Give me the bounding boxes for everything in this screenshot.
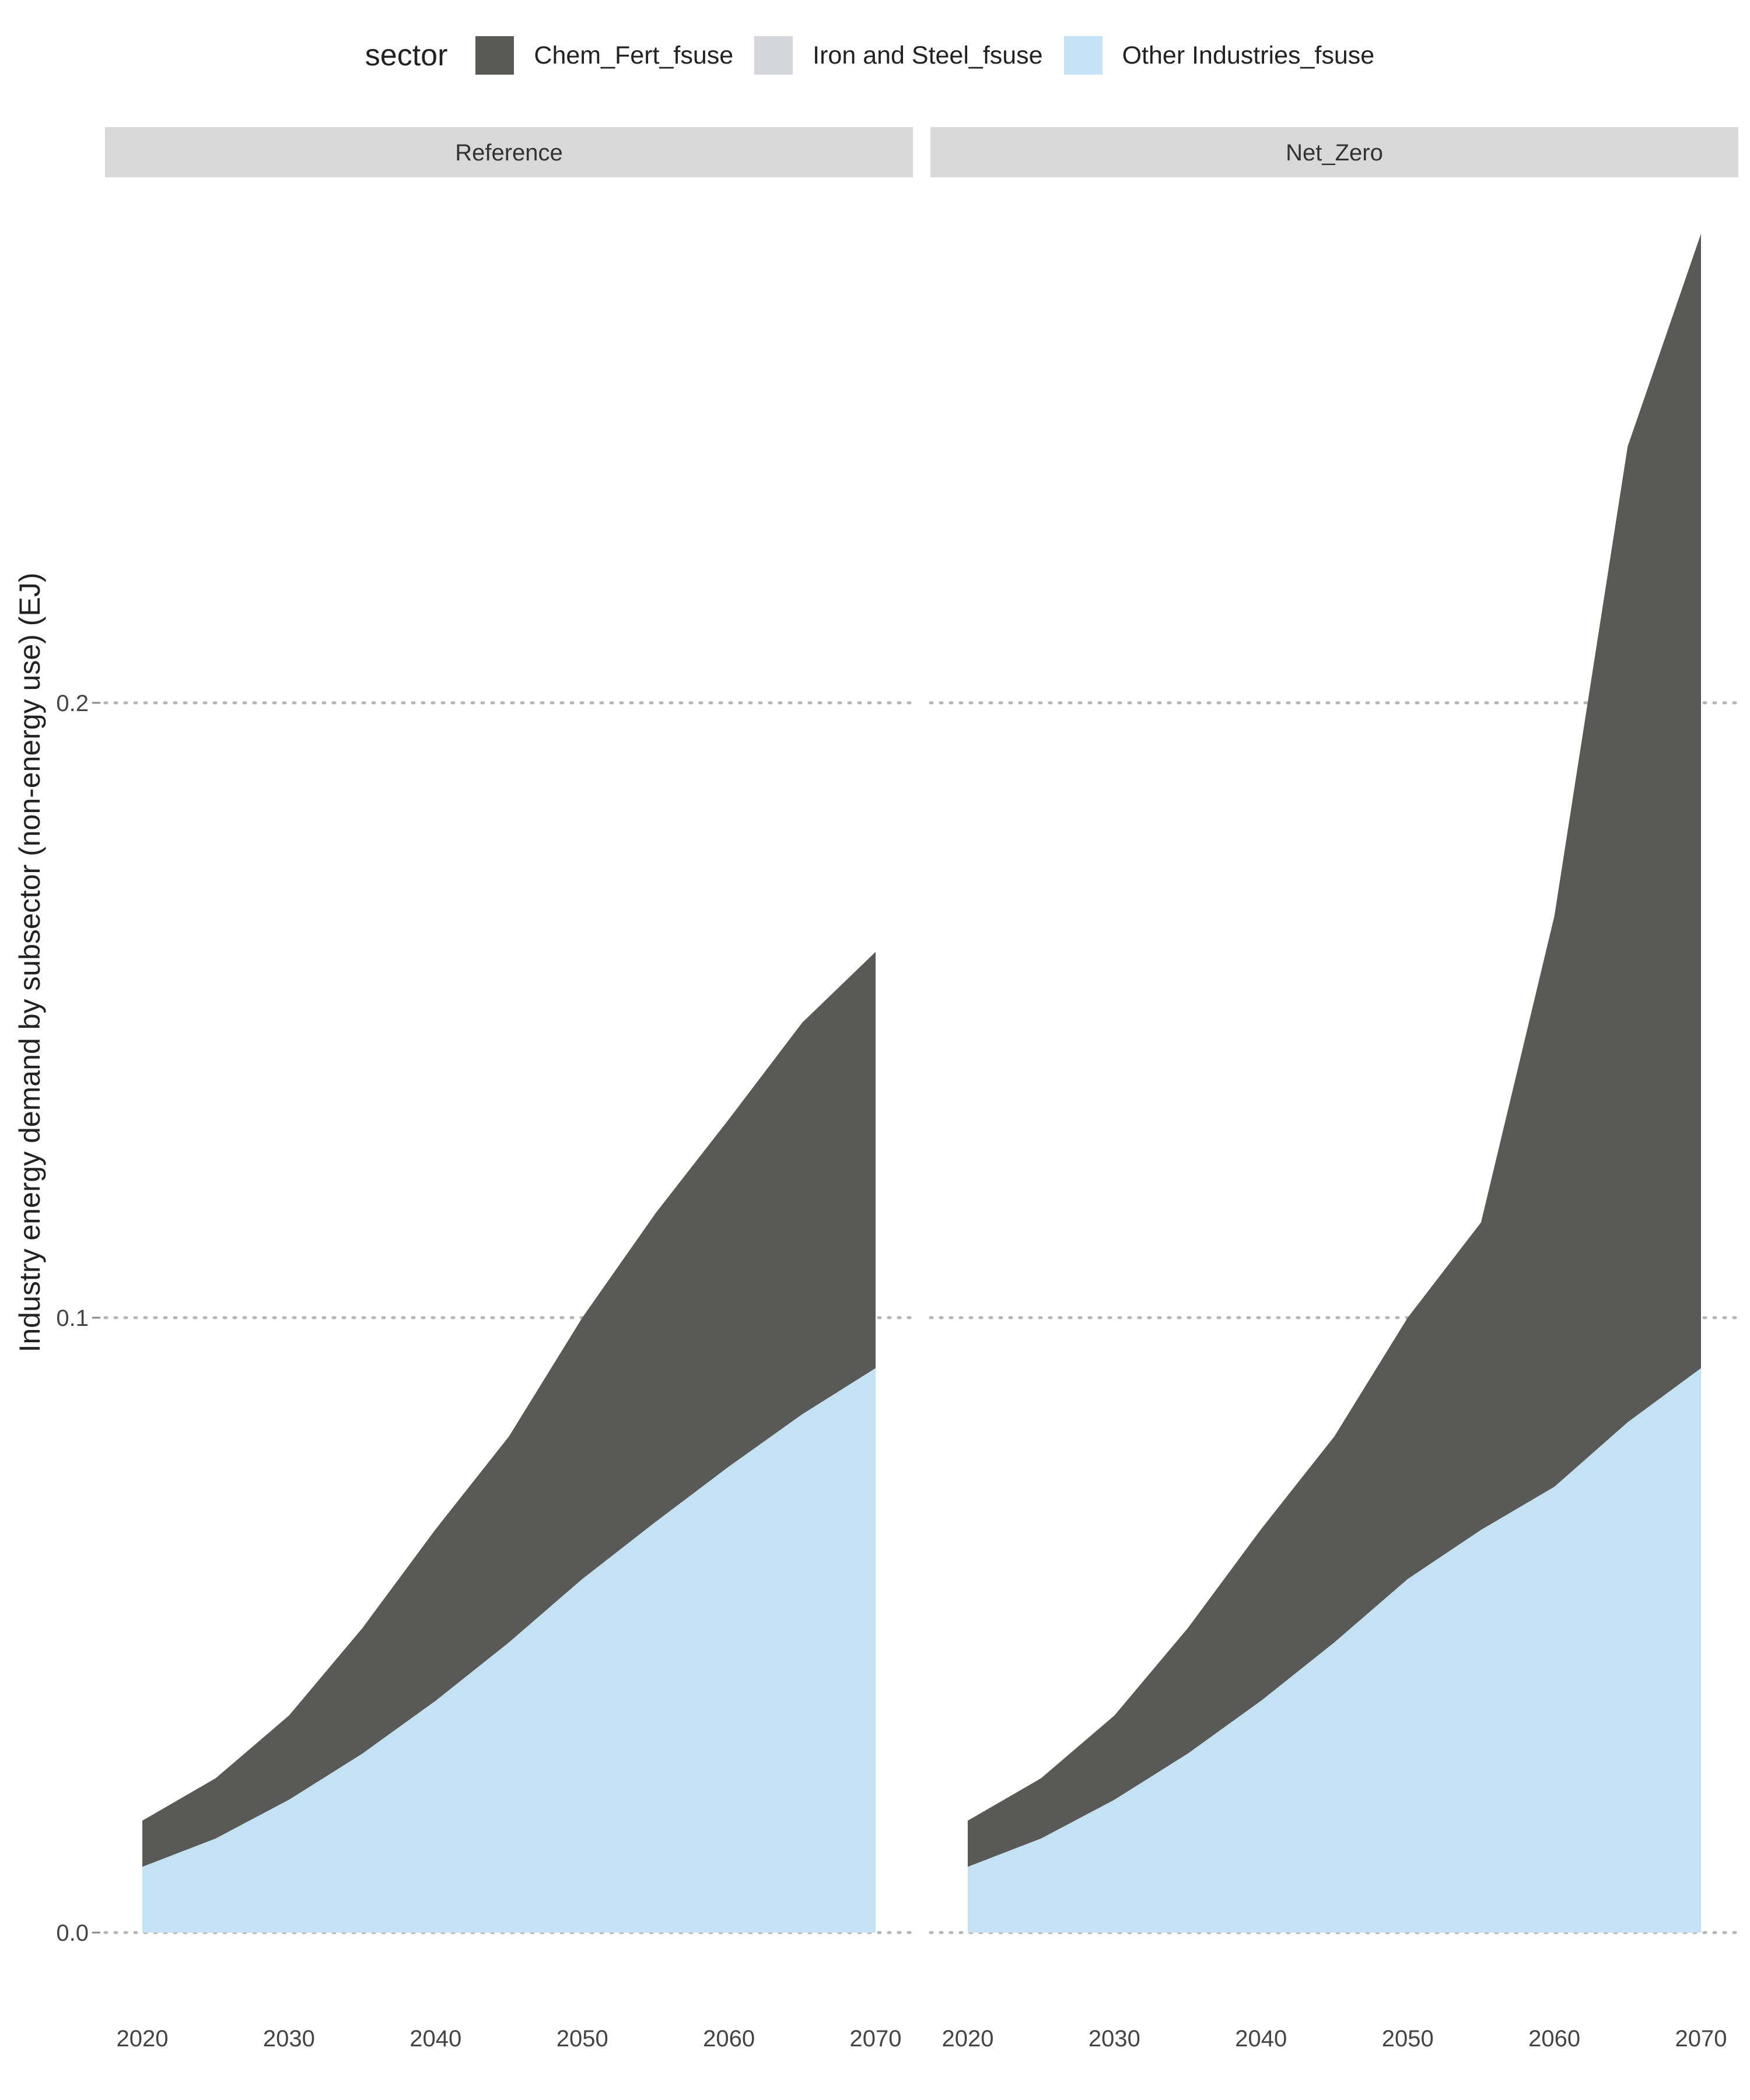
x-tick-label: 2040	[1235, 2026, 1287, 2052]
y-axis-title: Industry energy demand by subsector (non…	[13, 573, 46, 1353]
x-tick-label: 2030	[263, 2026, 315, 2052]
panel-reference: Reference 2020 2030 2040 2050 2060 2070 0.0 0.1 0…	[56, 127, 915, 2052]
x-tick-label: 2040	[410, 2026, 461, 2052]
legend: sector Chem_Fert_fsuse Iron and Steel_fs…	[0, 35, 1750, 76]
legend-label-other-industries: Other Industries_fsuse	[1122, 41, 1375, 69]
panel-net-zero: Net_Zero 2020 2030 2040 2050 2060 2070	[929, 127, 1740, 2052]
legend-swatch-other-industries	[1063, 36, 1102, 75]
panel-strip-label: Reference	[455, 140, 563, 166]
x-tick-label: 2070	[1675, 2026, 1727, 2052]
x-tick-label: 2030	[1088, 2026, 1140, 2052]
panel-strip	[105, 127, 913, 177]
x-tick-label: 2060	[703, 2026, 755, 2052]
legend-title: sector	[365, 38, 448, 72]
legend-swatch-chem-fert	[475, 36, 514, 75]
x-tick-label: 2020	[117, 2026, 169, 2052]
x-tick-label: 2050	[1382, 2026, 1434, 2052]
legend-swatch-iron-steel	[754, 36, 793, 75]
panel-strip	[930, 127, 1738, 177]
legend-label-iron-steel: Iron and Steel_fsuse	[813, 41, 1043, 69]
legend-item-other-industries: Other Industries_fsuse	[1063, 36, 1375, 75]
y-tick-label: 0.0	[56, 1920, 89, 1946]
y-tick-label: 0.1	[56, 1306, 89, 1331]
area-other-industries-fsuse	[968, 1368, 1701, 1933]
y-tick-label: 0.2	[56, 691, 89, 716]
legend-label-chem-fert: Chem_Fert_fsuse	[534, 41, 734, 69]
area-chem-fert-fsuse	[142, 951, 876, 1867]
x-tick-label: 2020	[942, 2026, 994, 2052]
panel-strip-label: Net_Zero	[1286, 140, 1383, 166]
x-tick-label: 2060	[1528, 2026, 1580, 2052]
x-tick-label: 2050	[556, 2026, 608, 2052]
area-other-industries-fsuse	[142, 1368, 876, 1933]
legend-item-chem-fert: Chem_Fert_fsuse	[475, 36, 733, 75]
area-chem-fert-fsuse	[968, 233, 1701, 1867]
x-tick-label: 2070	[850, 2026, 902, 2052]
legend-item-iron-steel: Iron and Steel_fsuse	[754, 36, 1043, 75]
